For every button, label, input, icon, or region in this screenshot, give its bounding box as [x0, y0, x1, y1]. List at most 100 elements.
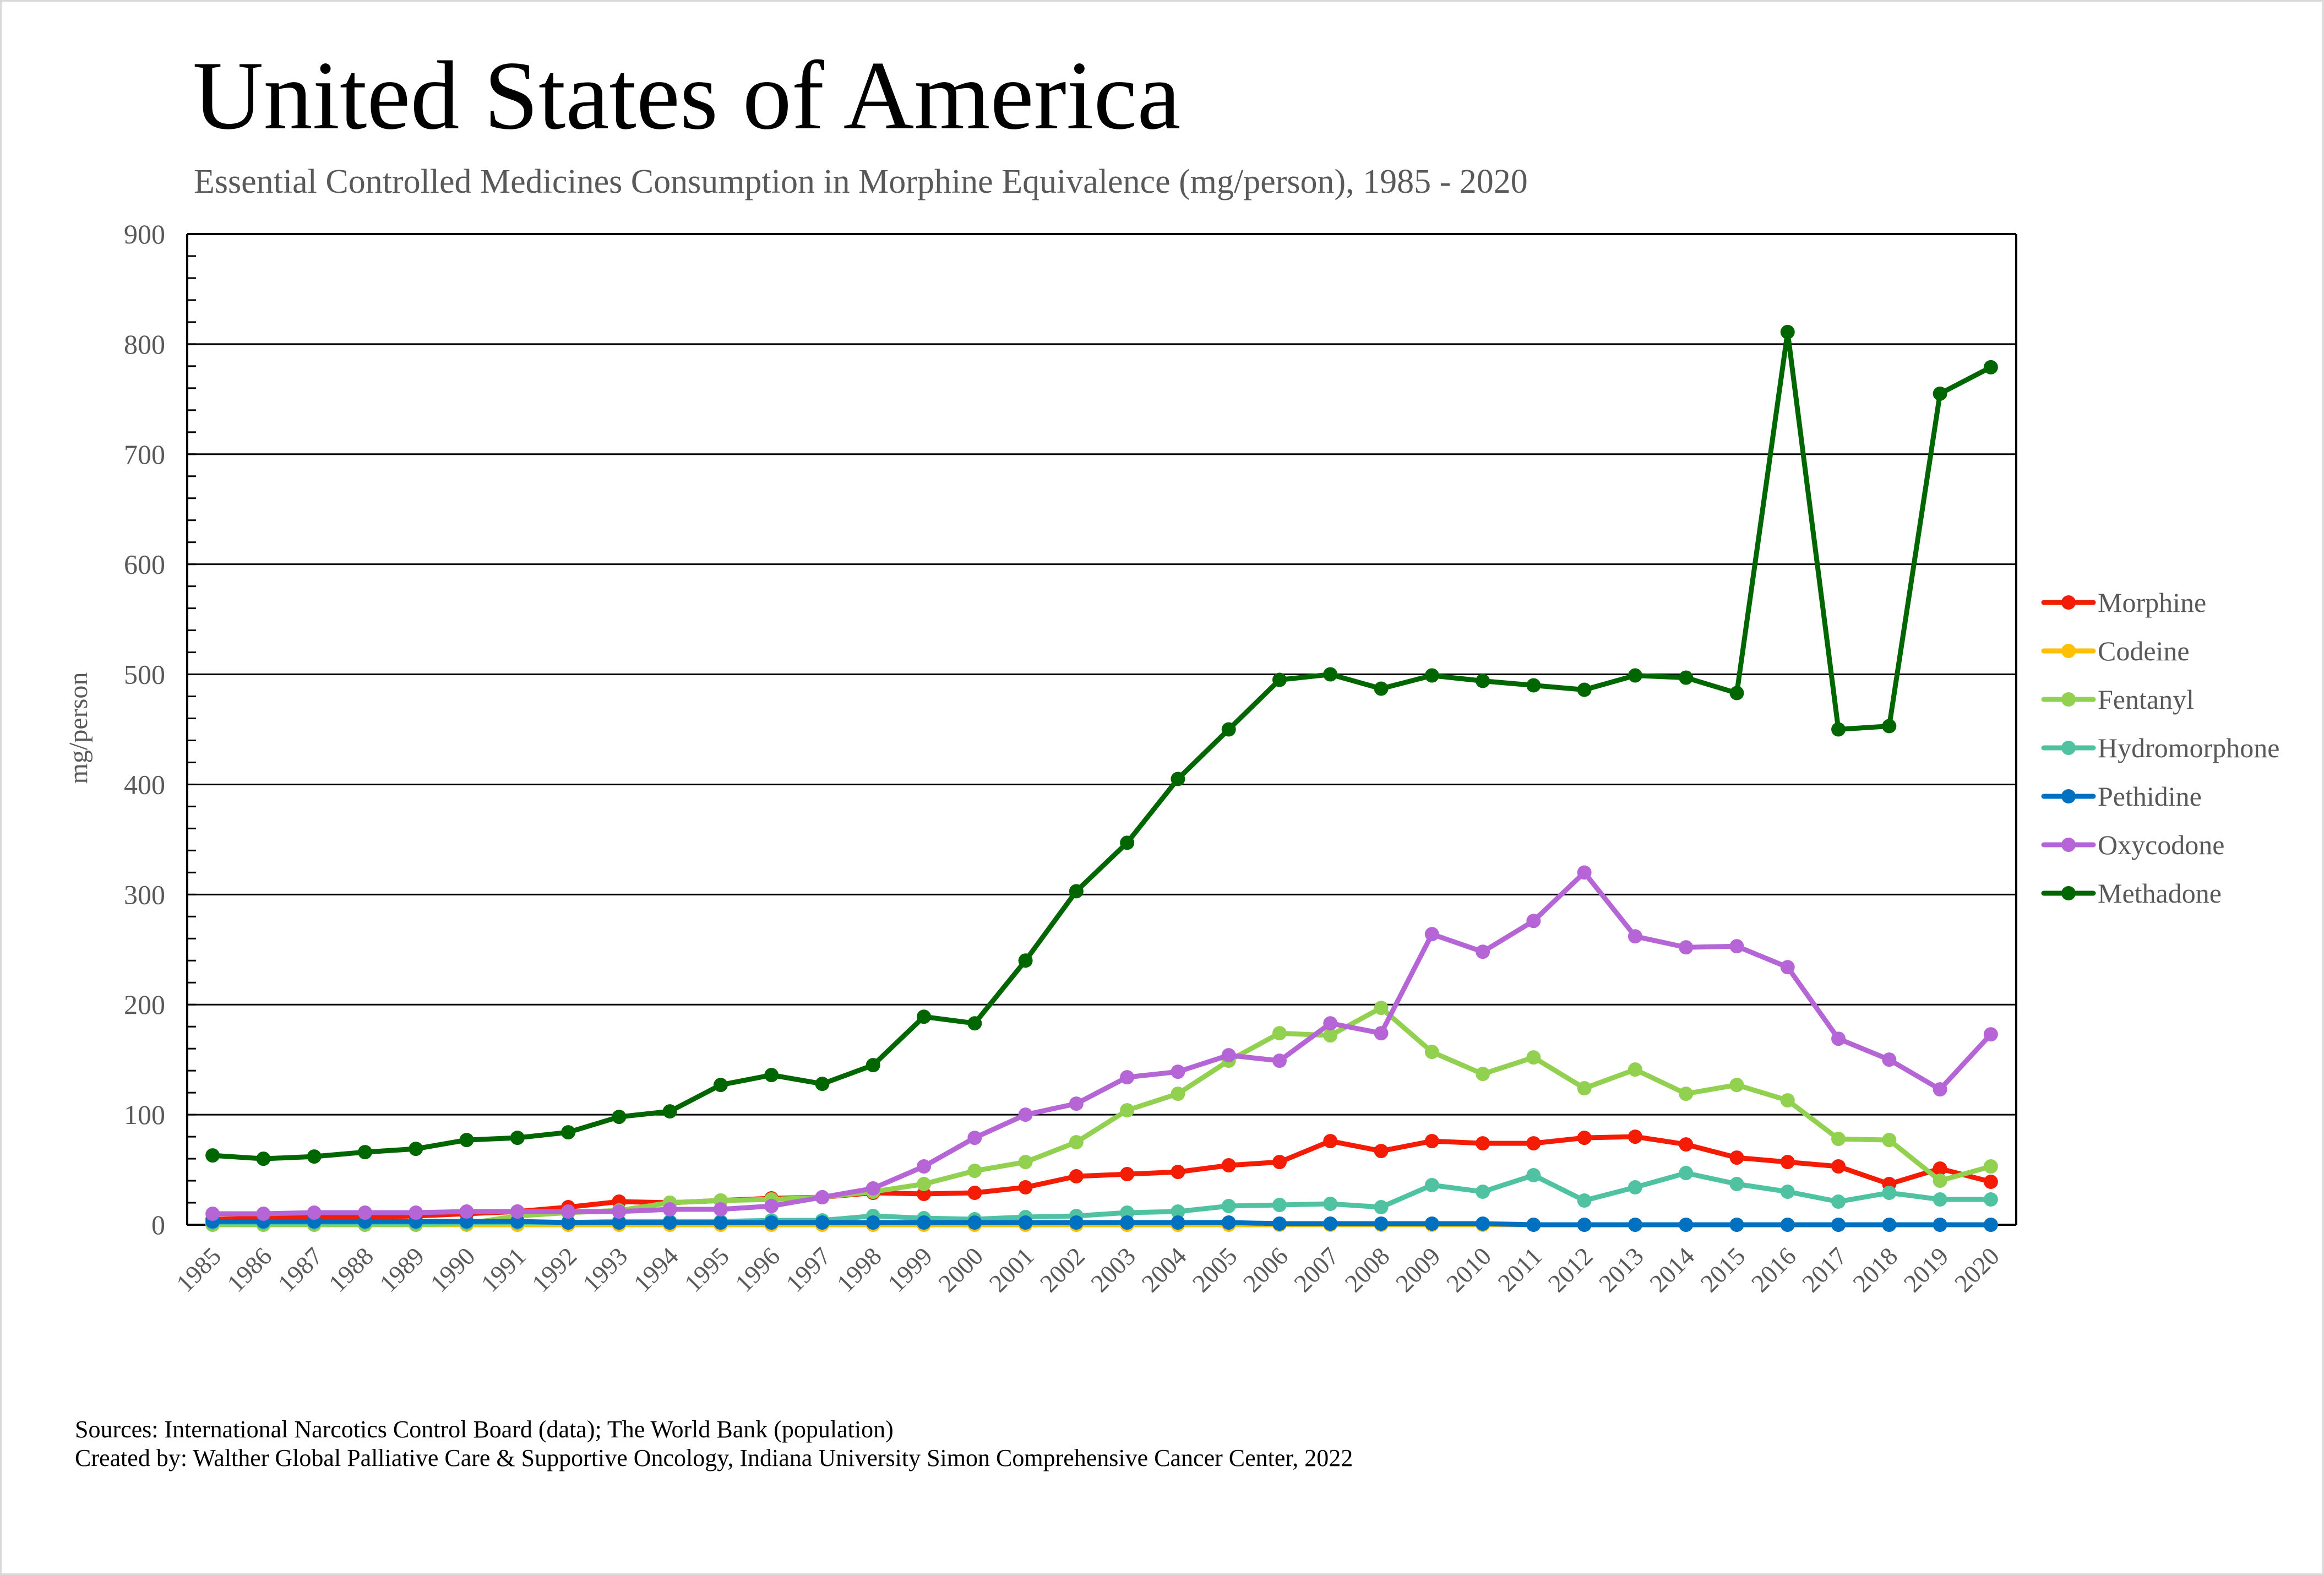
- data-point: [764, 1068, 779, 1083]
- data-point: [1983, 1218, 1998, 1232]
- data-point: [1424, 1045, 1439, 1060]
- data-point: [1831, 1218, 1846, 1232]
- series-oxycodone: [205, 865, 1998, 1221]
- data-point: [764, 1215, 779, 1230]
- data-point: [815, 1077, 830, 1091]
- data-point: [1933, 1174, 1947, 1188]
- data-point: [764, 1199, 779, 1214]
- data-point: [1577, 682, 1592, 697]
- chart-title: United States of America: [193, 41, 1181, 150]
- y-tick-label: 600: [124, 549, 165, 580]
- data-point: [1526, 914, 1541, 928]
- data-point: [1729, 1177, 1744, 1192]
- data-point: [1424, 1134, 1439, 1149]
- data-point: [1221, 1199, 1236, 1214]
- data-point: [917, 1177, 932, 1192]
- data-point: [1577, 1218, 1592, 1232]
- data-point: [1424, 927, 1439, 942]
- x-tick-label: 2011: [1493, 1242, 1548, 1297]
- x-tick-label: 1998: [831, 1242, 887, 1297]
- data-point: [1476, 1216, 1490, 1231]
- data-point: [1577, 1131, 1592, 1145]
- x-tick-label: 2016: [1746, 1242, 1801, 1297]
- y-tick-label: 800: [124, 329, 165, 360]
- series-methadone: [205, 324, 1998, 1166]
- data-point: [1882, 1218, 1897, 1232]
- data-point: [1323, 1197, 1338, 1212]
- data-point: [1221, 1048, 1236, 1063]
- legend-item: Fentanyl: [2041, 684, 2194, 715]
- legend-item: Pethidine: [2041, 781, 2202, 812]
- data-point: [1221, 722, 1236, 737]
- data-point: [1679, 1087, 1694, 1101]
- data-point: [1882, 1133, 1897, 1148]
- legend-item: Codeine: [2041, 636, 2190, 666]
- data-point: [1171, 1065, 1185, 1079]
- data-point: [1983, 1159, 1998, 1174]
- data-point: [1729, 1078, 1744, 1093]
- data-point: [1374, 1216, 1389, 1231]
- data-point: [1983, 1175, 1998, 1190]
- data-point: [1374, 681, 1389, 696]
- data-point: [1577, 865, 1592, 880]
- data-point: [662, 1215, 677, 1230]
- x-tick-label: 2014: [1644, 1242, 1700, 1297]
- x-tick-label: 2000: [933, 1242, 988, 1297]
- data-point: [1120, 1103, 1135, 1118]
- data-point: [1272, 1026, 1287, 1041]
- x-tick-label: 2004: [1136, 1242, 1191, 1297]
- data-point: [866, 1058, 880, 1073]
- legend-swatch-marker: [2061, 692, 2076, 707]
- data-point: [1018, 1215, 1033, 1230]
- data-point: [561, 1215, 576, 1230]
- x-tick-label: 1986: [221, 1242, 277, 1297]
- data-point: [1171, 1087, 1185, 1101]
- legend-label: Pethidine: [2098, 781, 2202, 812]
- data-point: [1323, 1134, 1338, 1149]
- series-pethidine: [205, 1214, 1998, 1232]
- data-point: [1069, 884, 1084, 899]
- x-tick-labels: 1985198619871988198919901991199219931994…: [171, 1242, 2005, 1297]
- data-point: [1120, 1205, 1135, 1220]
- data-point: [713, 1215, 728, 1230]
- data-point: [1882, 719, 1897, 734]
- x-tick-label: 1987: [273, 1242, 328, 1297]
- data-point: [1171, 1165, 1185, 1180]
- data-point: [713, 1202, 728, 1217]
- data-point: [256, 1207, 271, 1221]
- data-point: [459, 1204, 474, 1219]
- data-point: [357, 1205, 372, 1220]
- y-tick-label: 500: [124, 659, 165, 690]
- legend-swatch-marker: [2061, 789, 2076, 803]
- data-point: [459, 1133, 474, 1148]
- data-point: [1577, 1081, 1592, 1096]
- data-point: [1628, 668, 1642, 683]
- data-point: [1628, 1180, 1642, 1195]
- x-tick-label: 2015: [1695, 1242, 1750, 1297]
- data-point: [1983, 1192, 1998, 1207]
- data-point: [1780, 324, 1795, 339]
- data-point: [1069, 1135, 1084, 1150]
- data-point: [1323, 1216, 1338, 1231]
- data-point: [917, 1187, 932, 1202]
- x-tick-label: 2003: [1085, 1242, 1141, 1297]
- data-point: [1628, 929, 1642, 944]
- data-point: [1374, 1001, 1389, 1015]
- data-point: [1424, 668, 1439, 683]
- data-point: [967, 1215, 982, 1230]
- data-point: [1272, 1155, 1287, 1170]
- data-point: [917, 1215, 932, 1230]
- legend-item: Morphine: [2041, 587, 2206, 618]
- data-point: [1171, 1215, 1185, 1230]
- data-point: [1069, 1096, 1084, 1111]
- data-point: [1780, 960, 1795, 975]
- data-point: [1069, 1169, 1084, 1184]
- data-point: [1476, 674, 1490, 688]
- data-point: [815, 1215, 830, 1230]
- legend: Morphine Codeine Fentanyl Hydromorphone Peth…: [2041, 587, 2280, 909]
- data-point: [1933, 1161, 1947, 1176]
- data-point: [866, 1215, 880, 1230]
- data-point: [1679, 1166, 1694, 1181]
- series-line: [210, 329, 1994, 1161]
- x-tick-label: 1993: [577, 1242, 633, 1297]
